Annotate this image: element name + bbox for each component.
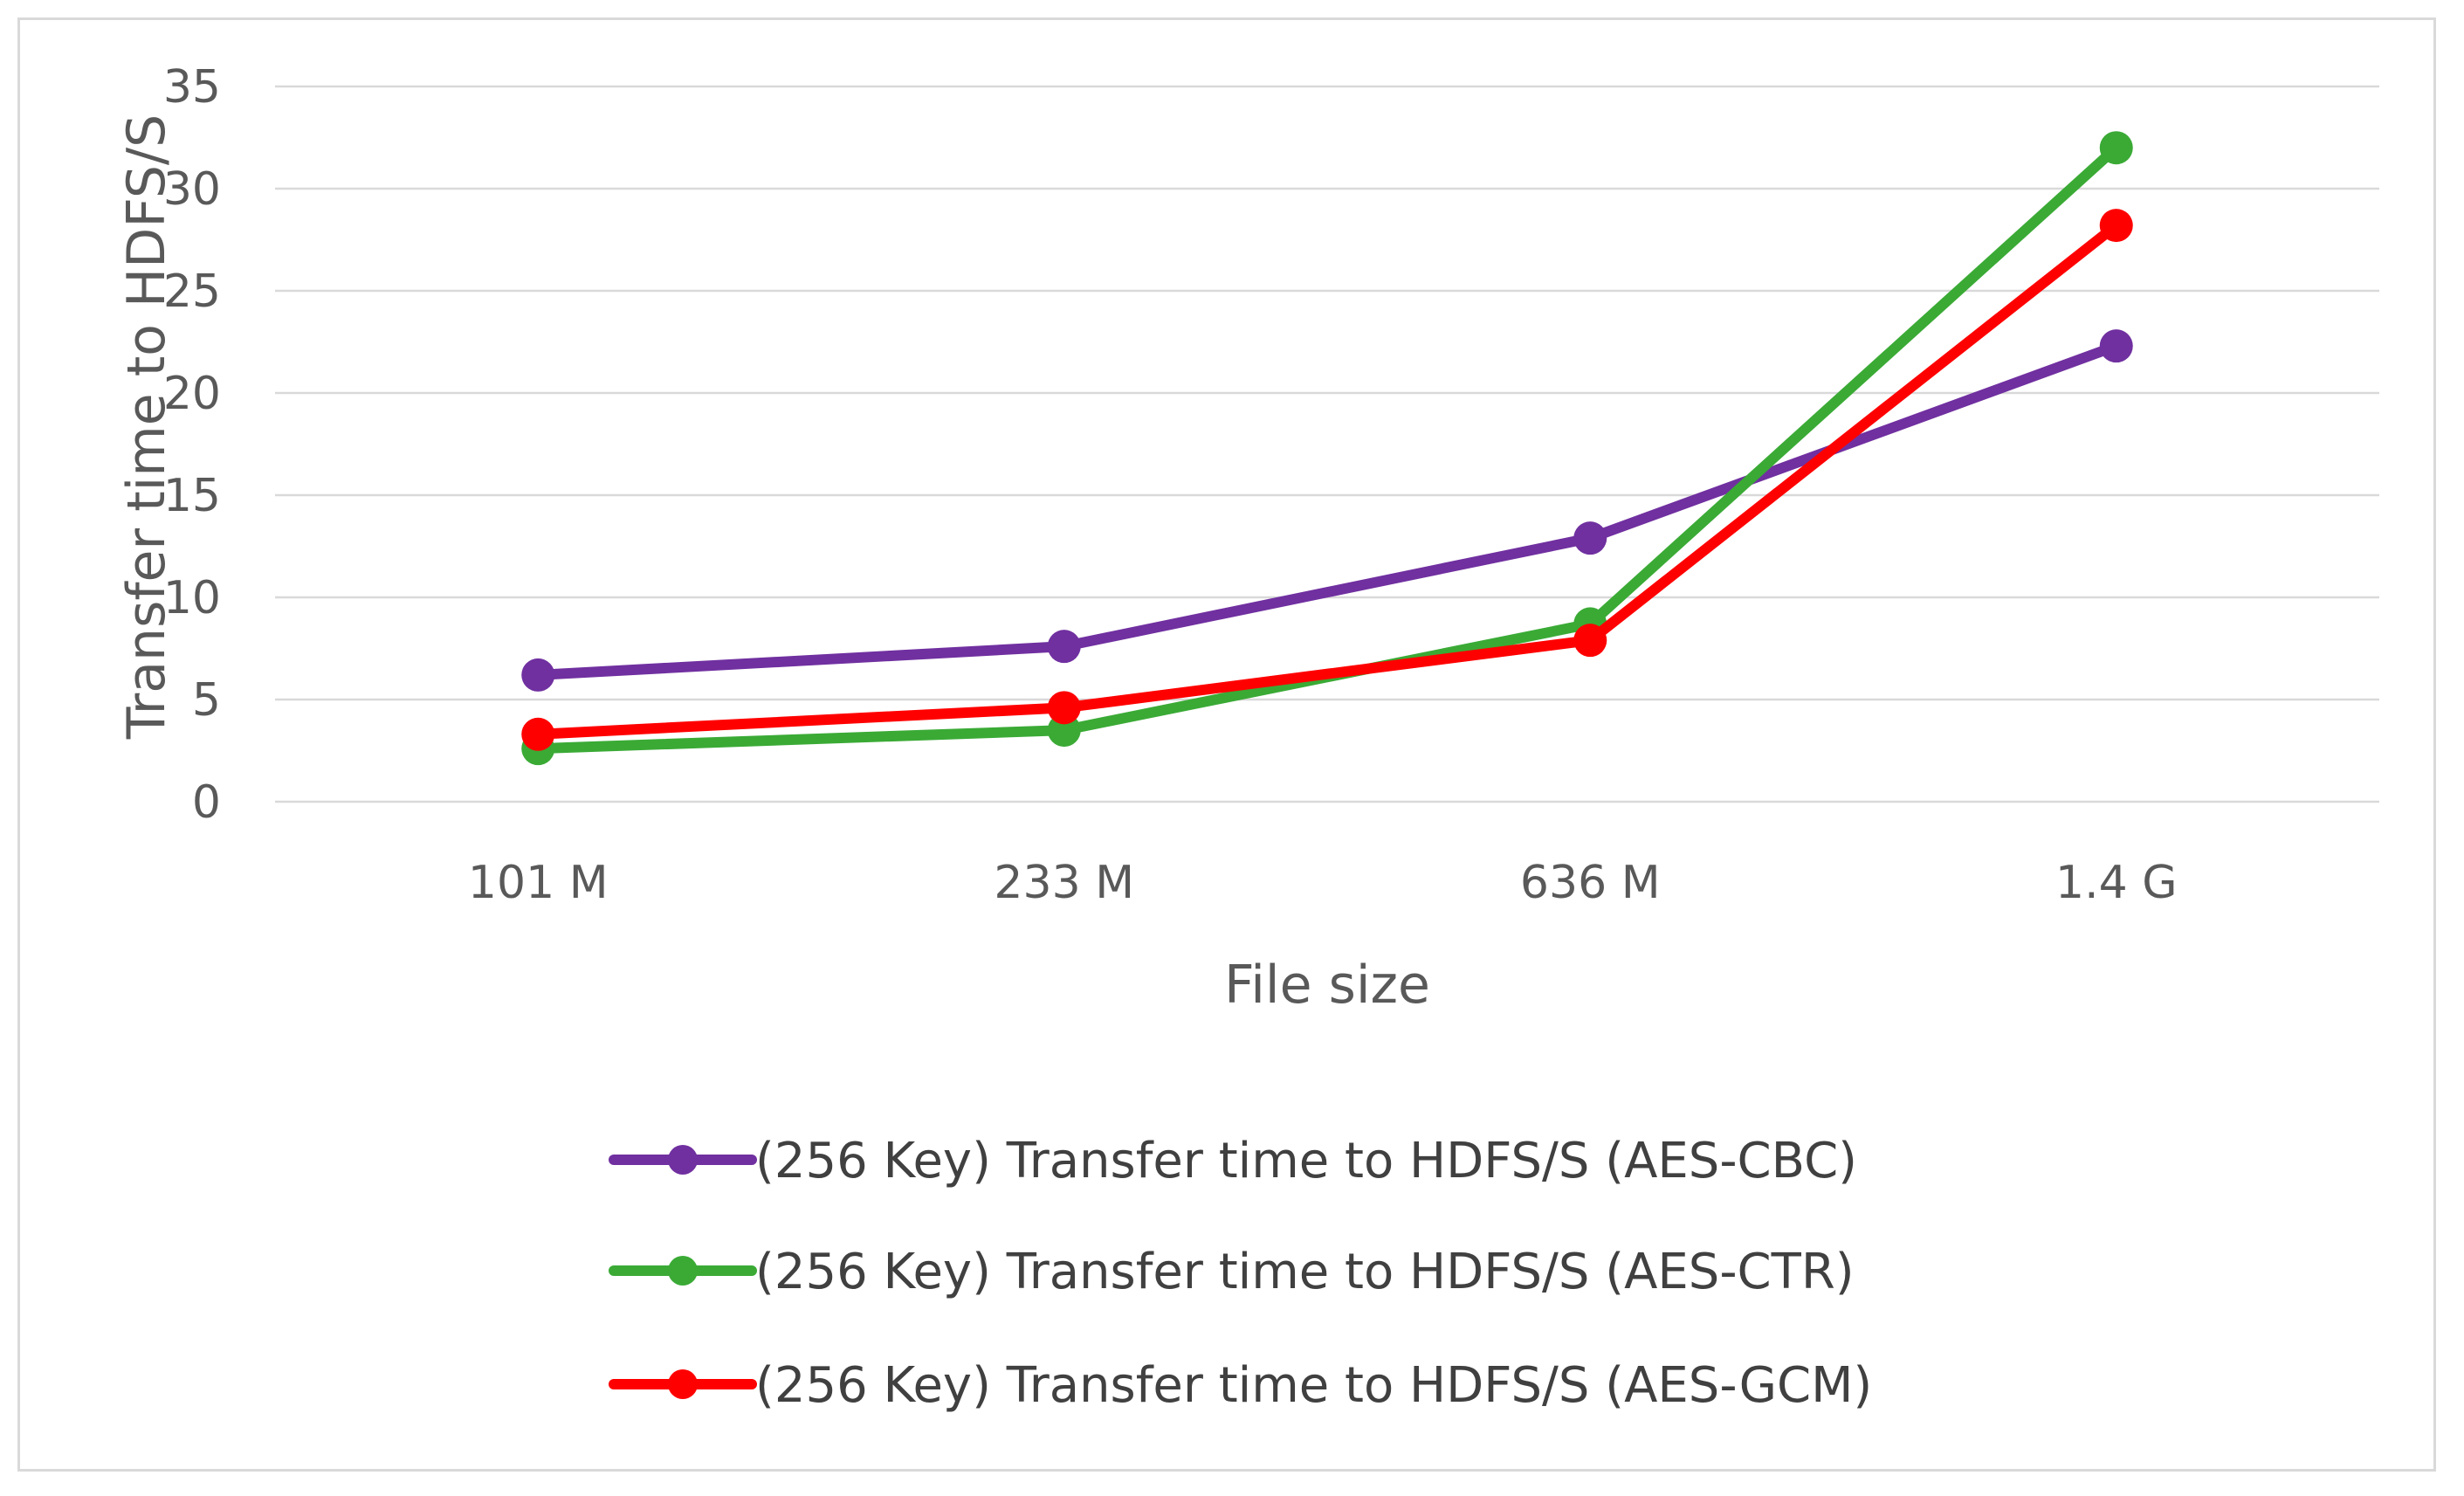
legend-swatch-marker [668,1256,698,1286]
y-tick-label: 10 [163,572,221,624]
legend-item: (256 Key) Transfer time to HDFS/S (AES-C… [609,1244,1855,1300]
x-tick-label: 1.4 G [2055,857,2178,909]
legend-item: (256 Key) Transfer time to HDFS/S (AES-C… [609,1133,1857,1189]
series-line [533,341,2122,680]
x-tick-label: 636 M [1520,857,1661,909]
y-tick-label: 20 [163,368,221,420]
y-axis-ticks: 0 5 10 15 20 25 30 35 [163,61,221,829]
chart-frame: 0 5 10 15 20 25 30 35 101 M 233 M 636 M 1.4 G Tran… [17,17,2436,1472]
series-line [533,220,2122,740]
data-point [1047,691,1081,725]
legend: (256 Key) Transfer time to HDFS/S (AES-C… [609,1133,1872,1414]
data-point [1573,521,1607,555]
data-point [521,658,555,692]
legend-swatch-marker [668,1369,698,1399]
legend-label: (256 Key) Transfer time to HDFS/S (AES-C… [755,1133,1857,1189]
y-tick-label: 5 [192,674,221,727]
y-tick-label: 0 [192,776,221,829]
y-tick-label: 35 [163,61,221,114]
line-chart: 0 5 10 15 20 25 30 35 101 M 233 M 636 M 1.4 G Tran… [116,61,2379,1414]
legend-swatch-marker [668,1145,698,1175]
series-0 [521,329,2133,692]
y-tick-label: 25 [163,265,221,318]
x-tick-label: 233 M [994,857,1134,909]
legend-label: (256 Key) Transfer time to HDFS/S (AES-C… [755,1244,1855,1300]
legend-label: (256 Key) Transfer time to HDFS/S (AES-G… [755,1357,1872,1414]
series-group [521,131,2133,766]
x-axis-title: File size [1224,955,1430,1016]
legend-item: (256 Key) Transfer time to HDFS/S (AES-G… [609,1357,1872,1414]
data-point [521,717,555,751]
data-point [2099,329,2133,363]
y-tick-label: 30 [163,163,221,216]
y-axis-title: Transfer time to HDFS/S [116,114,177,740]
data-point [1047,630,1081,664]
x-axis-ticks: 101 M 233 M 636 M 1.4 G [468,857,2178,909]
data-point [1573,624,1607,658]
y-tick-label: 15 [163,470,221,522]
series-2 [521,209,2133,751]
data-point [2099,131,2133,165]
data-point [2099,209,2133,243]
x-tick-label: 101 M [468,857,609,909]
